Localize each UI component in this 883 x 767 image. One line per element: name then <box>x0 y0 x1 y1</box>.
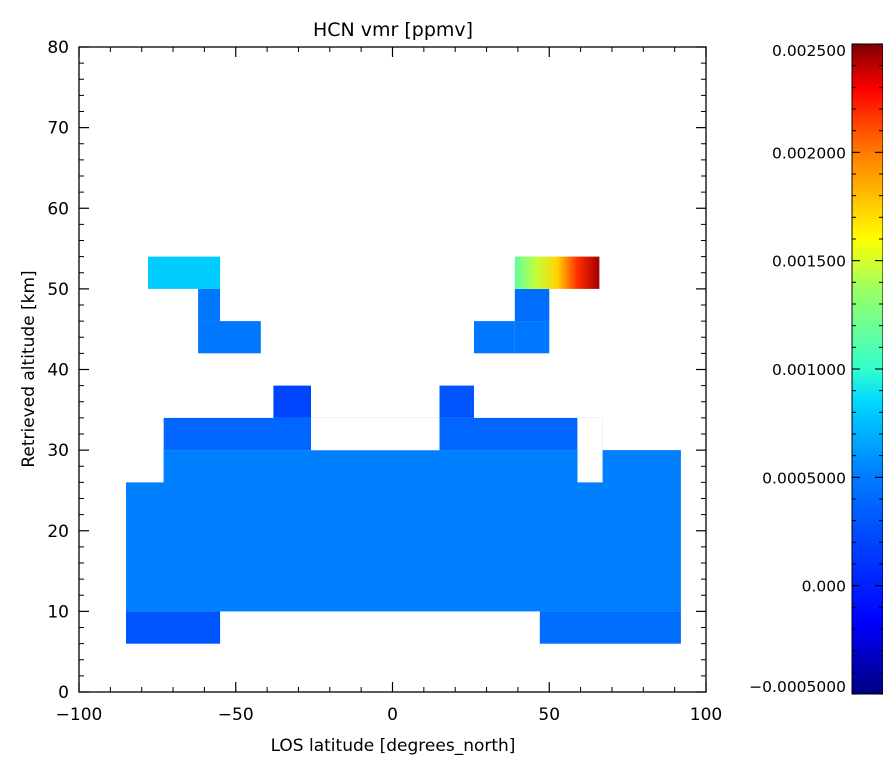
heatmap-gap <box>311 417 440 451</box>
y-tick-labels: 0 10 20 30 40 50 60 70 80 <box>47 38 69 703</box>
y-axis-label: Retrieved altitude [km] <box>19 270 39 467</box>
x-tick-label: −50 <box>218 705 254 725</box>
x-tick-label: 50 <box>538 705 560 725</box>
y-tick-label: 70 <box>47 119 69 139</box>
x-tick-label: 0 <box>387 705 398 725</box>
chart-title: HCN vmr [ppmv] <box>313 19 473 41</box>
y-tick-label: 50 <box>47 280 69 300</box>
y-tick-label: 10 <box>47 602 69 622</box>
heatmap-cell <box>439 385 474 418</box>
heatmap-cell <box>474 321 515 354</box>
heatmap-cell <box>514 288 550 322</box>
colorbar-label: 0.002000 <box>772 144 846 162</box>
y-tick-label: 20 <box>47 522 69 542</box>
y-tick-label: 60 <box>47 199 69 219</box>
heatmap-cell <box>514 256 600 289</box>
heatmap-cell <box>514 321 550 354</box>
y-tick-label: 40 <box>47 361 69 381</box>
colorbar-labels: −0.0005000 0.000 0.0005000 0.001000 0.001500… <box>749 42 846 696</box>
y-tick-label: 80 <box>47 38 69 58</box>
heatmap-gap <box>126 417 164 483</box>
colorbar-label: 0.0005000 <box>762 469 846 487</box>
x-tick-label: 100 <box>690 705 722 725</box>
colorbar-label: −0.0005000 <box>749 678 846 696</box>
heatmap-cell <box>148 256 221 289</box>
colorbar-ticks <box>852 43 883 695</box>
y-tick-label: 30 <box>47 441 69 461</box>
plot-axes <box>78 46 707 693</box>
y-tick-label: 0 <box>58 683 69 703</box>
x-tick-label: −100 <box>56 705 103 725</box>
heatmap-cell <box>539 611 681 644</box>
heatmap-cell <box>126 611 221 644</box>
colorbar-label: 0.000 <box>802 578 846 596</box>
heatmap-cell <box>198 321 261 354</box>
colorbar-label: 0.001500 <box>772 253 846 271</box>
x-axis-label: LOS latitude [degrees_north] <box>271 736 516 756</box>
heatmap-cell <box>198 288 220 322</box>
colorbar-label: 0.002500 <box>772 42 846 60</box>
heatmap-layer <box>126 256 681 644</box>
heatmap-cell <box>273 385 311 418</box>
heatmap-gap <box>577 417 603 483</box>
colorbar: −0.0005000 0.000 0.0005000 0.001000 0.001500… <box>749 42 883 696</box>
x-tick-labels: −100 −50 0 50 100 <box>56 705 723 725</box>
colorbar-label: 0.001000 <box>772 361 846 379</box>
